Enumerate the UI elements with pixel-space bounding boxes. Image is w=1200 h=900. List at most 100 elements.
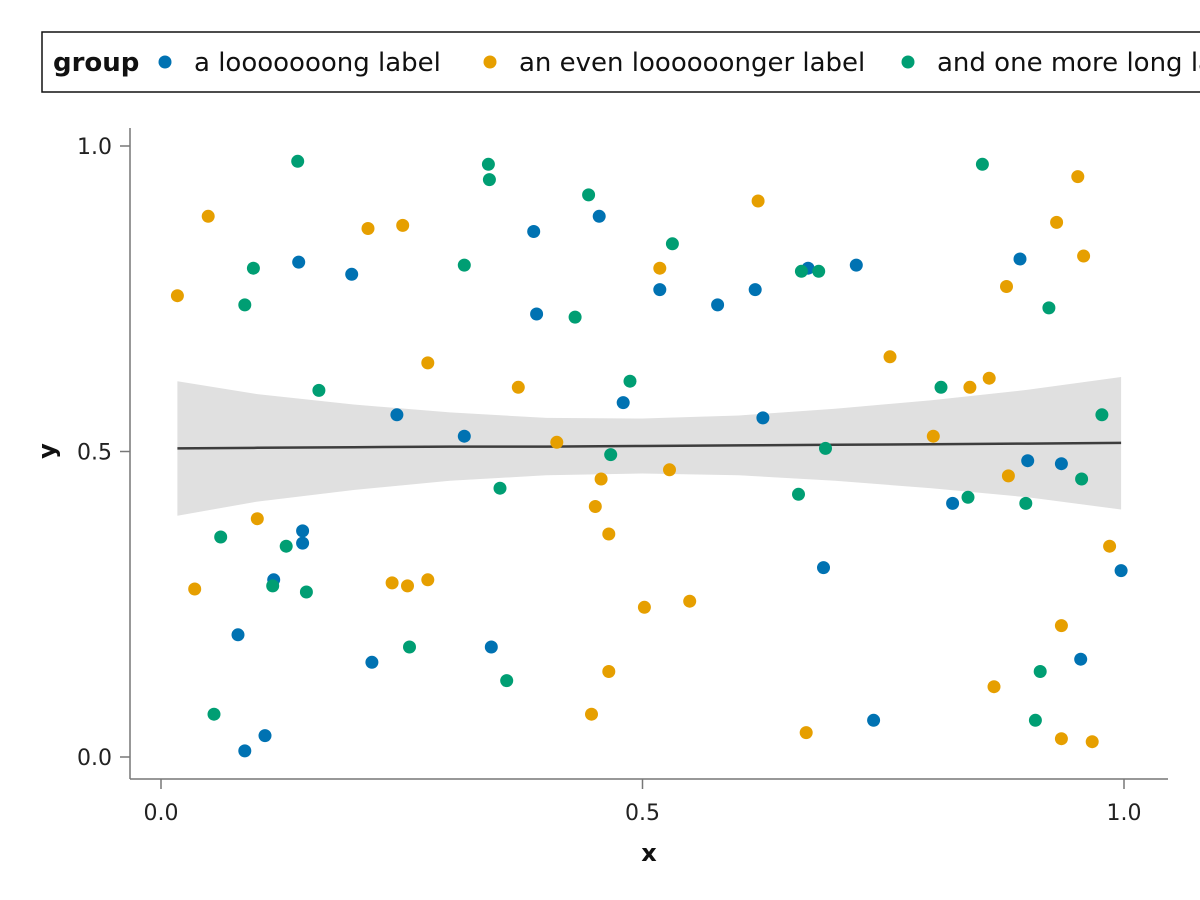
y-tick-label-3: 1.0 xyxy=(77,135,112,160)
point-series-2-16 xyxy=(602,527,616,541)
point-series-2-32 xyxy=(1054,619,1068,633)
point-series-1-15 xyxy=(592,209,606,223)
point-series-2-22 xyxy=(751,194,765,208)
point-series-3-11 xyxy=(457,258,471,272)
point-series-2-12 xyxy=(550,435,564,449)
point-series-3-3 xyxy=(238,298,252,312)
y-tick-label-1: 0.0 xyxy=(77,746,112,771)
point-series-3-19 xyxy=(604,448,618,462)
point-series-2-25 xyxy=(926,429,940,443)
point-series-2-26 xyxy=(963,380,977,394)
point-series-3-23 xyxy=(812,264,826,278)
point-series-3-10 xyxy=(403,640,416,654)
point-series-3-8 xyxy=(299,585,313,599)
point-series-2-35 xyxy=(1077,249,1091,263)
legend-marker-3 xyxy=(901,55,915,69)
point-series-3-2 xyxy=(214,530,228,544)
point-series-1-3 xyxy=(258,729,272,743)
point-series-3-6 xyxy=(279,539,293,553)
x-tick-label-1: 0.0 xyxy=(144,801,179,826)
point-series-1-5 xyxy=(292,255,306,269)
point-series-2-9 xyxy=(421,573,435,587)
legend-entry-1: a looooooong label xyxy=(194,48,441,78)
legend: group a looooooong label an even loooooo… xyxy=(41,31,1200,93)
point-series-3-25 xyxy=(934,380,948,394)
y-tick-label-2: 0.5 xyxy=(77,441,112,466)
point-series-3-33 xyxy=(1095,408,1109,422)
point-series-2-21 xyxy=(683,594,697,608)
point-series-2-23 xyxy=(799,726,813,740)
legend-box xyxy=(41,31,1200,93)
point-series-3-29 xyxy=(1028,713,1042,727)
point-series-3-1 xyxy=(207,707,221,721)
point-series-2-13 xyxy=(585,707,598,721)
point-series-3-22 xyxy=(794,264,808,278)
point-series-1-17 xyxy=(653,283,667,297)
point-series-1-12 xyxy=(484,640,498,654)
y-axis-title: y xyxy=(33,443,61,459)
point-series-2-15 xyxy=(594,472,608,486)
point-series-1-11 xyxy=(457,429,471,443)
point-series-2-24 xyxy=(883,350,897,364)
point-series-3-24 xyxy=(819,441,832,455)
point-series-1-6 xyxy=(296,524,310,538)
point-series-1-27 xyxy=(1021,454,1035,468)
point-series-2-19 xyxy=(653,261,667,275)
point-series-3-18 xyxy=(623,374,637,388)
point-series-3-4 xyxy=(246,261,260,275)
point-series-1-14 xyxy=(530,307,544,321)
legend-marker-2 xyxy=(483,55,497,69)
point-series-2-3 xyxy=(201,209,215,223)
point-series-1-1 xyxy=(231,628,245,642)
legend-title: group xyxy=(53,48,139,78)
point-series-3-20 xyxy=(665,237,679,251)
ticks-layer: 0.0 0.5 1.0 0.0 0.5 1.0 xyxy=(77,135,1142,826)
point-series-2-17 xyxy=(602,665,616,678)
point-series-2-37 xyxy=(1103,539,1117,553)
legend-entry-3: and one more long label xyxy=(937,48,1200,78)
point-series-2-28 xyxy=(987,680,1001,694)
point-series-1-30 xyxy=(1114,564,1128,578)
legend-marker-1 xyxy=(158,55,172,69)
point-series-3-12 xyxy=(481,157,495,171)
point-series-2-36 xyxy=(1085,735,1099,749)
point-series-3-21 xyxy=(792,487,805,501)
point-series-3-31 xyxy=(1042,301,1056,315)
point-series-1-7 xyxy=(296,536,310,550)
point-series-1-23 xyxy=(849,258,863,272)
fit-line-layer xyxy=(177,441,1122,450)
point-series-1-19 xyxy=(748,283,762,297)
point-series-1-10 xyxy=(390,408,404,422)
point-series-3-13 xyxy=(482,173,496,187)
point-series-2-33 xyxy=(1054,732,1068,746)
point-series-2-10 xyxy=(421,356,435,370)
legend-entry-2: an even loooooonger label xyxy=(519,48,865,78)
point-series-1-16 xyxy=(616,396,630,410)
point-series-1-8 xyxy=(345,267,359,281)
point-series-3-16 xyxy=(568,310,582,324)
point-series-3-14 xyxy=(493,481,507,495)
point-series-3-17 xyxy=(582,188,596,202)
point-series-2-1 xyxy=(170,289,184,303)
point-series-3-30 xyxy=(1033,665,1047,678)
point-series-1-13 xyxy=(527,225,541,238)
point-series-2-6 xyxy=(385,576,399,590)
point-series-2-5 xyxy=(361,222,375,235)
points-layer xyxy=(170,154,1128,758)
point-series-1-20 xyxy=(756,411,770,425)
point-series-1-22 xyxy=(817,561,830,575)
point-series-3-9 xyxy=(312,383,326,397)
point-series-2-34 xyxy=(1071,170,1085,184)
point-series-3-28 xyxy=(1019,496,1033,510)
point-series-1-28 xyxy=(1054,457,1068,471)
point-series-3-27 xyxy=(975,157,989,171)
point-series-3-32 xyxy=(1075,472,1089,486)
point-series-2-29 xyxy=(1000,280,1013,293)
point-series-1-18 xyxy=(711,298,725,312)
point-series-1-29 xyxy=(1074,652,1088,666)
x-tick-label-2: 0.5 xyxy=(625,801,660,826)
point-series-2-4 xyxy=(250,512,264,526)
point-series-2-11 xyxy=(511,380,525,394)
point-series-2-20 xyxy=(663,463,676,477)
